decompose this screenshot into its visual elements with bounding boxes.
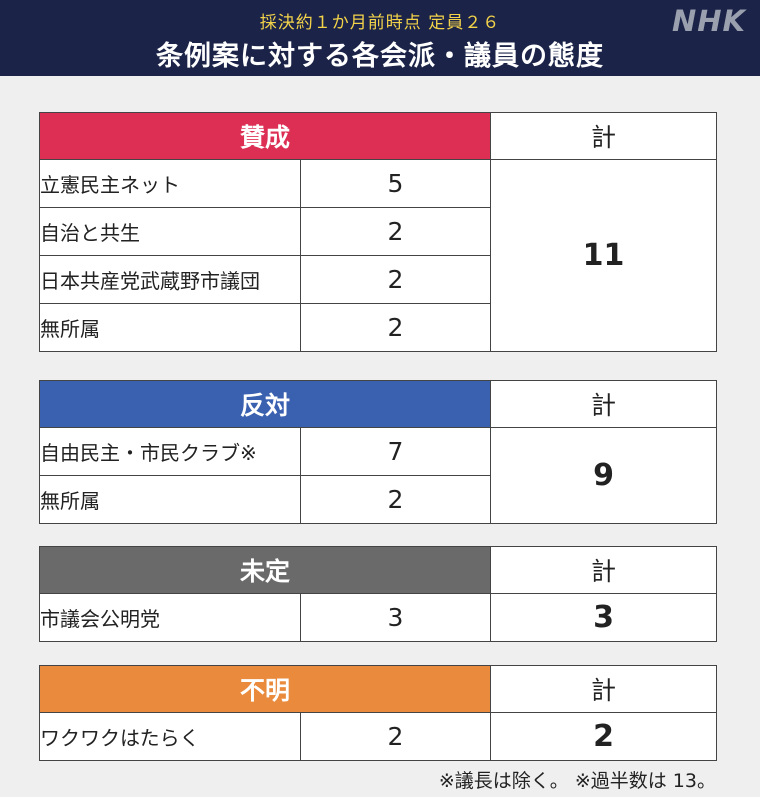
- faction-name: 市議会公明党: [39, 593, 301, 642]
- faction-name: 無所属: [39, 475, 301, 524]
- faction-count: 2: [299, 712, 492, 761]
- header-banner: 採決約１か月前時点 定員２６ 条例案に対する各会派・議員の態度 NHK: [0, 0, 760, 76]
- oppose-header: 反対: [38, 380, 492, 428]
- unknown-total: 2: [490, 712, 718, 761]
- oppose-table: 反対 計 自由民主・市民クラブ※ 7 9 無所属 2: [38, 380, 718, 524]
- undecided-total-header: 計: [490, 546, 718, 594]
- unknown-table: 不明 計 ワクワクはたらく 2 2: [38, 665, 718, 761]
- faction-count: 2: [299, 255, 492, 304]
- nhk-logo: NHK: [671, 4, 746, 38]
- faction-name: ワクワクはたらく: [39, 712, 301, 761]
- footnote: ※議長は除く。 ※過半数は 13。: [438, 770, 716, 792]
- subtitle: 採決約１か月前時点 定員２６: [259, 13, 501, 33]
- support-total: 11: [490, 159, 718, 352]
- oppose-total-header: 計: [490, 380, 718, 428]
- faction-count: 3: [299, 593, 492, 642]
- undecided-header: 未定: [38, 546, 492, 594]
- oppose-total: 9: [490, 427, 718, 524]
- faction-count: 2: [299, 303, 492, 352]
- faction-name: 無所属: [39, 303, 301, 352]
- undecided-total: 3: [490, 593, 718, 642]
- unknown-total-header: 計: [490, 665, 718, 713]
- unknown-header: 不明: [38, 665, 492, 713]
- faction-count: 2: [299, 207, 492, 256]
- support-total-header: 計: [490, 112, 718, 160]
- faction-count: 2: [299, 475, 492, 524]
- faction-name: 立憲民主ネット: [39, 159, 301, 208]
- faction-name: 自治と共生: [39, 207, 301, 256]
- page-title: 条例案に対する各会派・議員の態度: [156, 41, 604, 72]
- support-table: 賛成 計 立憲民主ネット 5 11 自治と共生 2 日本共産党武蔵野市議団 2 …: [38, 112, 718, 352]
- faction-count: 7: [299, 427, 492, 476]
- faction-name: 自由民主・市民クラブ※: [39, 427, 301, 476]
- support-header: 賛成: [38, 112, 492, 160]
- faction-name: 日本共産党武蔵野市議団: [39, 255, 301, 304]
- faction-count: 5: [299, 159, 492, 208]
- undecided-table: 未定 計 市議会公明党 3 3: [38, 546, 718, 642]
